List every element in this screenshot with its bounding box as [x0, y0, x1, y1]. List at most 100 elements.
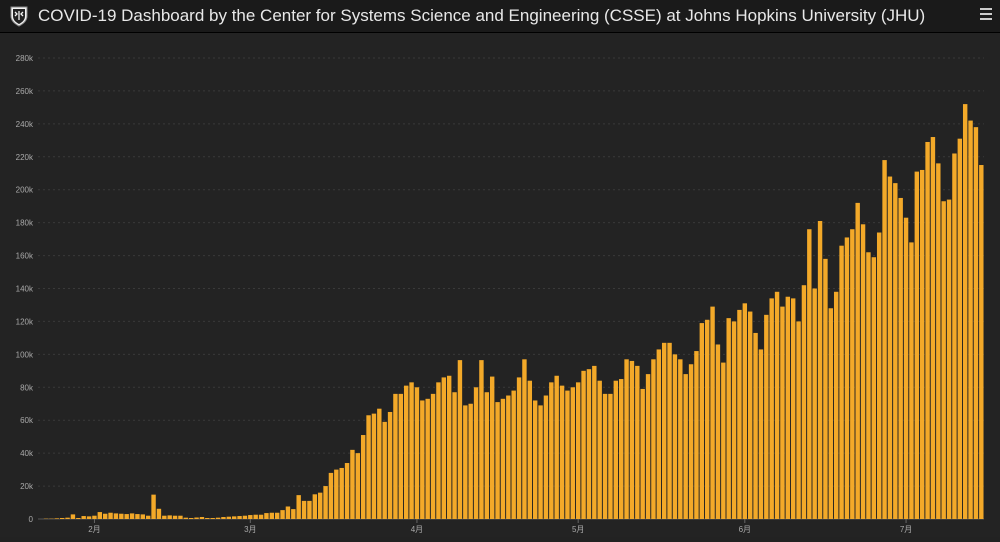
- daily-case-bar[interactable]: [807, 229, 811, 519]
- daily-case-bar[interactable]: [630, 361, 634, 519]
- daily-case-bar[interactable]: [329, 473, 333, 519]
- daily-case-bar[interactable]: [339, 468, 343, 519]
- daily-case-bar[interactable]: [597, 381, 601, 519]
- daily-case-bar[interactable]: [522, 359, 526, 519]
- daily-case-bar[interactable]: [920, 170, 924, 519]
- daily-case-bar[interactable]: [71, 514, 75, 519]
- daily-case-bar[interactable]: [528, 381, 532, 519]
- daily-case-bar[interactable]: [958, 139, 962, 519]
- daily-case-bar[interactable]: [791, 298, 795, 519]
- daily-case-bar[interactable]: [334, 470, 338, 519]
- daily-case-bar[interactable]: [796, 321, 800, 519]
- daily-case-bar[interactable]: [184, 518, 188, 519]
- daily-case-bar[interactable]: [931, 137, 935, 519]
- daily-case-bar[interactable]: [264, 513, 268, 519]
- daily-case-bar[interactable]: [275, 513, 279, 519]
- daily-case-bar[interactable]: [829, 308, 833, 519]
- daily-case-bar[interactable]: [640, 389, 644, 519]
- daily-case-bar[interactable]: [130, 513, 134, 519]
- daily-case-bar[interactable]: [845, 237, 849, 519]
- daily-case-bar[interactable]: [323, 486, 327, 519]
- daily-case-bar[interactable]: [350, 450, 354, 519]
- daily-case-bar[interactable]: [232, 516, 236, 519]
- daily-case-bar[interactable]: [248, 515, 252, 519]
- daily-case-bar[interactable]: [114, 513, 118, 519]
- daily-case-bar[interactable]: [404, 386, 408, 519]
- daily-case-bar[interactable]: [683, 374, 687, 519]
- daily-case-bar[interactable]: [302, 501, 306, 519]
- daily-case-bar[interactable]: [511, 391, 515, 519]
- daily-case-bar[interactable]: [882, 160, 886, 519]
- daily-case-bar[interactable]: [581, 371, 585, 519]
- daily-case-bar[interactable]: [866, 252, 870, 519]
- daily-case-bar[interactable]: [839, 246, 843, 519]
- daily-case-bar[interactable]: [189, 518, 193, 519]
- daily-case-bar[interactable]: [743, 303, 747, 519]
- daily-case-bar[interactable]: [237, 516, 241, 519]
- daily-case-bar[interactable]: [485, 392, 489, 519]
- daily-case-bar[interactable]: [141, 514, 145, 519]
- daily-case-bar[interactable]: [87, 516, 91, 519]
- daily-case-bar[interactable]: [216, 518, 220, 519]
- daily-case-bar[interactable]: [151, 495, 155, 519]
- daily-case-bar[interactable]: [399, 394, 403, 519]
- daily-case-bar[interactable]: [592, 366, 596, 519]
- daily-case-bar[interactable]: [377, 409, 381, 519]
- daily-case-bar[interactable]: [571, 387, 575, 519]
- daily-case-bar[interactable]: [479, 360, 483, 519]
- daily-case-bar[interactable]: [388, 412, 392, 519]
- daily-case-bar[interactable]: [635, 366, 639, 519]
- daily-case-bar[interactable]: [915, 172, 919, 519]
- daily-case-bar[interactable]: [431, 394, 435, 519]
- daily-case-bar[interactable]: [802, 285, 806, 519]
- daily-case-bar[interactable]: [506, 396, 510, 519]
- daily-case-bar[interactable]: [178, 516, 182, 519]
- daily-case-bar[interactable]: [366, 415, 370, 519]
- daily-case-bar[interactable]: [893, 183, 897, 519]
- daily-case-bar[interactable]: [270, 513, 274, 519]
- daily-case-bar[interactable]: [200, 517, 204, 519]
- daily-case-bar[interactable]: [361, 435, 365, 519]
- daily-case-bar[interactable]: [65, 518, 69, 519]
- daily-case-bar[interactable]: [576, 382, 580, 519]
- daily-case-bar[interactable]: [490, 377, 494, 519]
- daily-case-bar[interactable]: [678, 359, 682, 519]
- daily-case-bar[interactable]: [356, 453, 360, 519]
- daily-case-bar[interactable]: [313, 494, 317, 519]
- daily-case-bar[interactable]: [135, 514, 139, 519]
- daily-case-bar[interactable]: [517, 377, 521, 519]
- daily-case-bar[interactable]: [253, 515, 257, 519]
- daily-case-bar[interactable]: [705, 320, 709, 519]
- daily-case-bar[interactable]: [119, 514, 123, 519]
- daily-case-bar[interactable]: [76, 518, 80, 519]
- daily-case-bar[interactable]: [194, 518, 198, 519]
- daily-case-bar[interactable]: [108, 513, 112, 519]
- daily-case-bar[interactable]: [764, 315, 768, 519]
- daily-case-bar[interactable]: [173, 516, 177, 519]
- daily-case-bar[interactable]: [748, 312, 752, 519]
- daily-case-bar[interactable]: [952, 153, 956, 519]
- daily-case-bar[interactable]: [968, 121, 972, 519]
- daily-case-bar[interactable]: [673, 354, 677, 519]
- daily-case-bar[interactable]: [382, 422, 386, 519]
- daily-case-bar[interactable]: [716, 344, 720, 519]
- daily-case-bar[interactable]: [409, 382, 413, 519]
- daily-case-bar[interactable]: [850, 229, 854, 519]
- daily-case-bar[interactable]: [307, 501, 311, 519]
- daily-case-bar[interactable]: [818, 221, 822, 519]
- daily-case-bar[interactable]: [726, 318, 730, 519]
- daily-case-bar[interactable]: [936, 163, 940, 519]
- daily-case-bar[interactable]: [904, 218, 908, 519]
- daily-case-bar[interactable]: [442, 377, 446, 519]
- daily-case-bar[interactable]: [667, 343, 671, 519]
- daily-case-bar[interactable]: [533, 400, 537, 519]
- daily-case-bar[interactable]: [415, 387, 419, 519]
- daily-case-bar[interactable]: [495, 402, 499, 519]
- daily-case-bar[interactable]: [286, 506, 290, 519]
- daily-case-bar[interactable]: [92, 516, 96, 519]
- daily-case-bar[interactable]: [372, 414, 376, 519]
- daily-case-bar[interactable]: [167, 515, 171, 519]
- daily-case-bar[interactable]: [468, 404, 472, 519]
- daily-case-bar[interactable]: [221, 517, 225, 519]
- daily-case-bar[interactable]: [565, 391, 569, 519]
